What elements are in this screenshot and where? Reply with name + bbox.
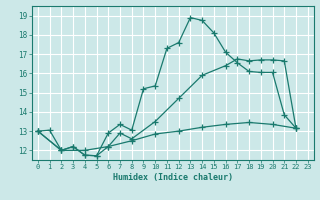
- X-axis label: Humidex (Indice chaleur): Humidex (Indice chaleur): [113, 173, 233, 182]
